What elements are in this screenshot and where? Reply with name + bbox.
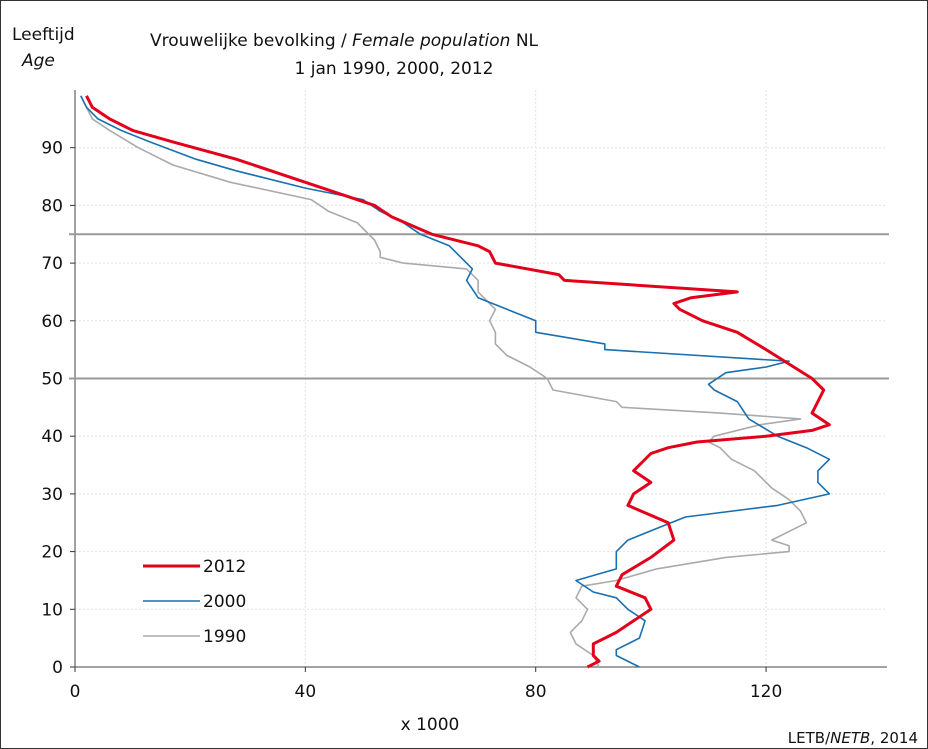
y-tick-label: 70 — [41, 254, 63, 274]
y-tick-label: 80 — [41, 196, 63, 216]
legend-label: 2012 — [203, 557, 246, 577]
y-tick-label: 0 — [52, 658, 63, 678]
y-axis-label-en: Age — [21, 51, 55, 71]
source-part: LETB/ — [788, 729, 831, 747]
y-tick-label: 40 — [41, 427, 63, 447]
source: LETB/NETB, 2014 — [788, 729, 918, 747]
y-tick-label: 30 — [41, 485, 63, 505]
source-part: , 2014 — [870, 729, 918, 747]
y-tick-label: 90 — [41, 139, 63, 159]
y-tick-label: 60 — [41, 312, 63, 332]
x-tick-label: 80 — [525, 682, 547, 702]
chart-title: Vrouwelijke bevolking / Female populatio… — [150, 31, 539, 51]
x-tick-label: 40 — [295, 682, 317, 702]
series-line — [80, 95, 808, 668]
x-tick-label: 120 — [750, 682, 782, 702]
legend-label: 1990 — [203, 627, 246, 647]
y-tick-label: 50 — [41, 370, 63, 390]
chart-subtitle: 1 jan 1990, 2000, 2012 — [295, 59, 494, 79]
x-tick-label: 0 — [70, 682, 81, 702]
x-axis-label: x 1000 — [401, 715, 460, 735]
y-tick-label: 10 — [41, 600, 63, 620]
title-part: Female population — [352, 31, 510, 51]
source-part: NETB — [830, 729, 870, 747]
y-tick-label: 20 — [41, 543, 63, 563]
title-part: Vrouwelijke bevolking / — [150, 31, 352, 51]
legend-label: 2000 — [203, 592, 246, 612]
title-part: NL — [510, 31, 538, 51]
y-axis-label: Leeftijd — [12, 25, 75, 45]
series-line — [85, 95, 831, 669]
